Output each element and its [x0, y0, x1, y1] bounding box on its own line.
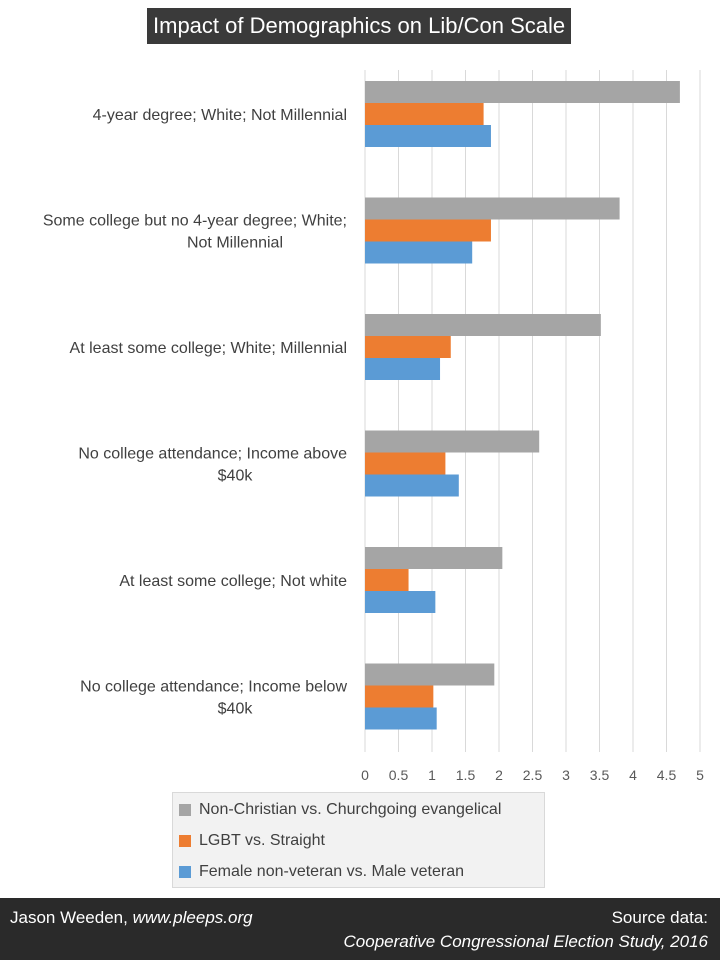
footer: Jason Weeden, www.pleeps.org Source data… [0, 898, 720, 960]
category-label: No college attendance; Income below [80, 679, 347, 696]
bar [365, 103, 484, 125]
bar [365, 707, 437, 730]
bar [365, 358, 441, 380]
chart-title: Impact of Demographics on Lib/Con Scale [147, 8, 572, 44]
x-tick-label: 4 [629, 767, 637, 783]
source-name: Cooperative Congressional Election Study… [343, 932, 708, 951]
source-label: Source data: [611, 908, 708, 927]
x-tick-label: 1 [428, 767, 436, 783]
bar [365, 663, 495, 686]
category-label: $40k [218, 701, 254, 718]
category-label: 4-year degree; White; Not Millennial [93, 107, 347, 124]
legend-label: LGBT vs. Straight [199, 832, 325, 849]
x-tick-label: 1.5 [456, 767, 476, 783]
bar [365, 685, 434, 708]
bar [365, 314, 601, 336]
bar [365, 241, 473, 264]
legend-swatch-blue [179, 866, 191, 878]
x-tick-label: 5 [696, 767, 704, 783]
x-tick-label: 2.5 [523, 767, 543, 783]
legend: Non-Christian vs. Churchgoing evangelica… [172, 792, 545, 888]
legend-swatch-gray [179, 804, 191, 816]
legend-label: Female non-veteran vs. Male veteran [199, 863, 465, 880]
legend-item-female: Female non-veteran vs. Male veteran [179, 858, 464, 886]
x-tick-label: 3.5 [590, 767, 610, 783]
legend-item-lgbt: LGBT vs. Straight [179, 827, 325, 855]
bar [365, 81, 680, 103]
bar [365, 474, 459, 497]
bar [365, 547, 503, 569]
bar [365, 591, 436, 613]
bar [365, 219, 491, 242]
x-tick-label: 0.5 [389, 767, 409, 783]
x-tick-label: 2 [495, 767, 503, 783]
bar [365, 125, 491, 147]
bar [365, 452, 446, 475]
legend-item-non-christian: Non-Christian vs. Churchgoing evangelica… [179, 796, 501, 824]
category-label: At least some college; Not white [119, 573, 347, 590]
bar [365, 569, 409, 591]
footer-credit: Jason Weeden, www.pleeps.org [10, 908, 253, 928]
bar-chart: 0 0.5 1 1.5 2 2.5 3 3.5 4 4.5 5 4-year degree; Whit… [43, 70, 704, 783]
x-tick-label: 0 [361, 767, 369, 783]
category-label: Some college but no 4-year degree; White… [43, 213, 347, 230]
category-label: No college attendance; Income above [78, 446, 347, 463]
website-link[interactable]: www.pleeps.org [132, 908, 253, 927]
legend-swatch-orange [179, 835, 191, 847]
bar [365, 430, 540, 453]
category-label: Not Millennial [187, 235, 283, 252]
category-label: $40k [218, 468, 254, 485]
legend-label: Non-Christian vs. Churchgoing evangelica… [199, 801, 502, 818]
bar [365, 197, 620, 220]
category-label: At least some college; White; Millennial [70, 340, 347, 357]
x-tick-label: 3 [562, 767, 570, 783]
x-tick-label: 4.5 [657, 767, 677, 783]
author-name: Jason Weeden, [10, 908, 128, 927]
bar [365, 336, 451, 358]
